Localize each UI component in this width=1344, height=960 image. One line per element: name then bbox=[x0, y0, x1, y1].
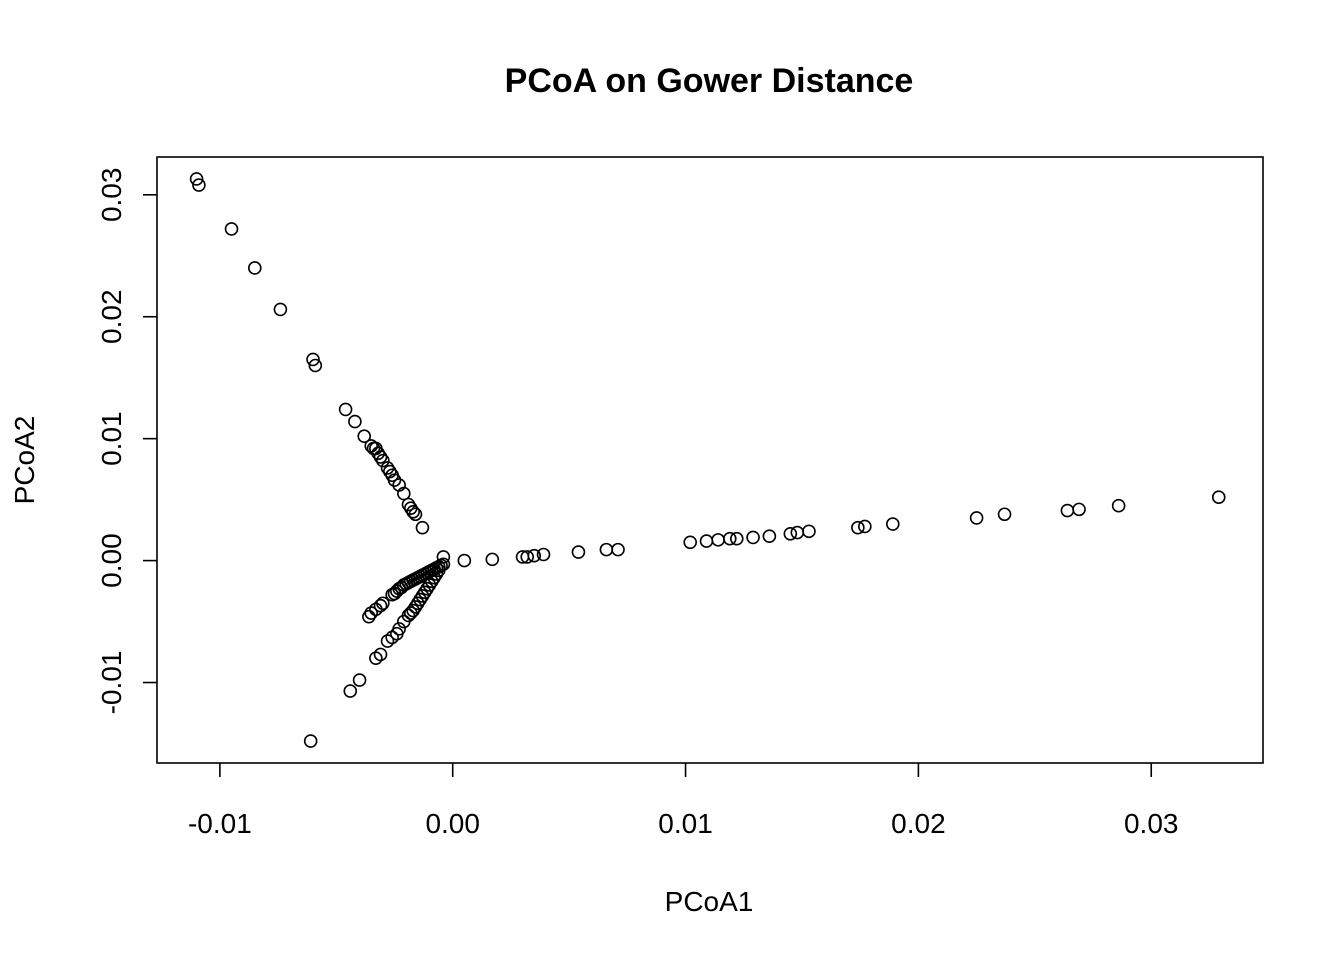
data-point bbox=[746, 530, 760, 545]
data-point bbox=[385, 587, 399, 602]
data-point bbox=[1211, 490, 1226, 504]
data-point bbox=[520, 550, 535, 564]
data-point bbox=[885, 517, 900, 531]
data-point bbox=[729, 531, 744, 546]
chart-title: PCoA on Gower Distance bbox=[505, 62, 914, 100]
data-point bbox=[376, 453, 390, 468]
data-point bbox=[397, 486, 411, 501]
data-point bbox=[364, 606, 379, 620]
data-point bbox=[1072, 502, 1086, 517]
data-point bbox=[352, 673, 367, 687]
y-tick-label: 0.03 bbox=[96, 168, 127, 223]
data-point bbox=[385, 630, 399, 645]
data-point bbox=[247, 261, 262, 275]
data-point bbox=[403, 606, 418, 620]
data-point bbox=[387, 473, 402, 487]
x-tick-label: 0.01 bbox=[658, 808, 713, 839]
data-point bbox=[303, 734, 318, 748]
x-axis-label: PCoA1 bbox=[665, 886, 754, 917]
x-tick-label: 0.02 bbox=[891, 808, 946, 839]
data-point bbox=[369, 602, 383, 617]
data-point bbox=[397, 614, 411, 629]
data-point bbox=[422, 578, 437, 592]
data-point bbox=[611, 542, 625, 557]
plot-frame bbox=[156, 156, 1264, 764]
data-point bbox=[997, 507, 1012, 522]
data-point bbox=[357, 429, 372, 444]
data-point bbox=[192, 178, 206, 192]
data-point bbox=[343, 684, 358, 698]
data-point bbox=[722, 531, 737, 546]
data-point bbox=[369, 651, 383, 665]
data-point bbox=[485, 552, 500, 567]
data-point bbox=[424, 574, 439, 589]
x-tick-label: 0.03 bbox=[1124, 808, 1179, 839]
x-tick-label: 0.00 bbox=[425, 808, 480, 839]
y-axis: -0.01 0.00 0.01 0.02 0.03 bbox=[96, 168, 157, 715]
data-point bbox=[790, 525, 805, 540]
data-point bbox=[306, 352, 320, 367]
data-point bbox=[699, 534, 714, 548]
data-point bbox=[762, 529, 777, 544]
data-point bbox=[406, 505, 420, 519]
y-tick-label: -0.01 bbox=[96, 651, 127, 715]
data-point bbox=[348, 414, 362, 429]
data-point bbox=[415, 589, 430, 603]
data-point bbox=[390, 626, 404, 641]
data-point bbox=[683, 535, 698, 550]
data-point bbox=[380, 461, 395, 475]
data-point bbox=[429, 567, 444, 581]
data-point bbox=[406, 603, 420, 618]
data-point bbox=[1111, 498, 1126, 513]
data-point bbox=[783, 526, 798, 541]
data-point bbox=[851, 520, 865, 535]
data-point bbox=[431, 563, 446, 578]
data-point bbox=[362, 609, 376, 624]
data-point bbox=[371, 446, 386, 461]
data-point bbox=[527, 548, 542, 563]
data-point bbox=[420, 581, 434, 596]
data-point bbox=[711, 533, 725, 547]
data-points bbox=[189, 172, 1226, 748]
data-point bbox=[415, 520, 430, 535]
data-point bbox=[599, 542, 614, 557]
data-point bbox=[802, 524, 816, 539]
data-point bbox=[408, 507, 423, 522]
data-point bbox=[373, 450, 388, 464]
data-point bbox=[308, 358, 323, 373]
data-point bbox=[273, 302, 288, 317]
y-tick-label: 0.01 bbox=[96, 411, 127, 466]
y-tick-label: 0.00 bbox=[96, 533, 127, 588]
x-tick-label: -0.01 bbox=[188, 808, 252, 839]
data-point bbox=[457, 553, 472, 568]
data-point bbox=[536, 547, 551, 562]
data-point bbox=[1060, 503, 1075, 518]
data-point bbox=[571, 545, 586, 559]
data-point bbox=[373, 647, 388, 662]
data-point bbox=[401, 497, 416, 512]
data-point bbox=[390, 584, 404, 598]
data-point bbox=[427, 570, 441, 585]
data-point bbox=[969, 511, 984, 525]
data-point bbox=[189, 172, 204, 186]
data-point bbox=[858, 519, 872, 534]
data-point bbox=[417, 585, 432, 600]
data-point bbox=[413, 592, 427, 607]
data-point bbox=[373, 598, 388, 613]
y-axis-label: PCoA2 bbox=[9, 416, 40, 505]
data-point bbox=[224, 222, 239, 236]
x-axis: -0.01 0.00 0.01 0.02 0.03 bbox=[188, 763, 1179, 839]
data-point bbox=[380, 634, 395, 648]
data-point bbox=[410, 596, 425, 611]
y-tick-label: 0.02 bbox=[96, 289, 127, 344]
data-point bbox=[338, 402, 353, 417]
